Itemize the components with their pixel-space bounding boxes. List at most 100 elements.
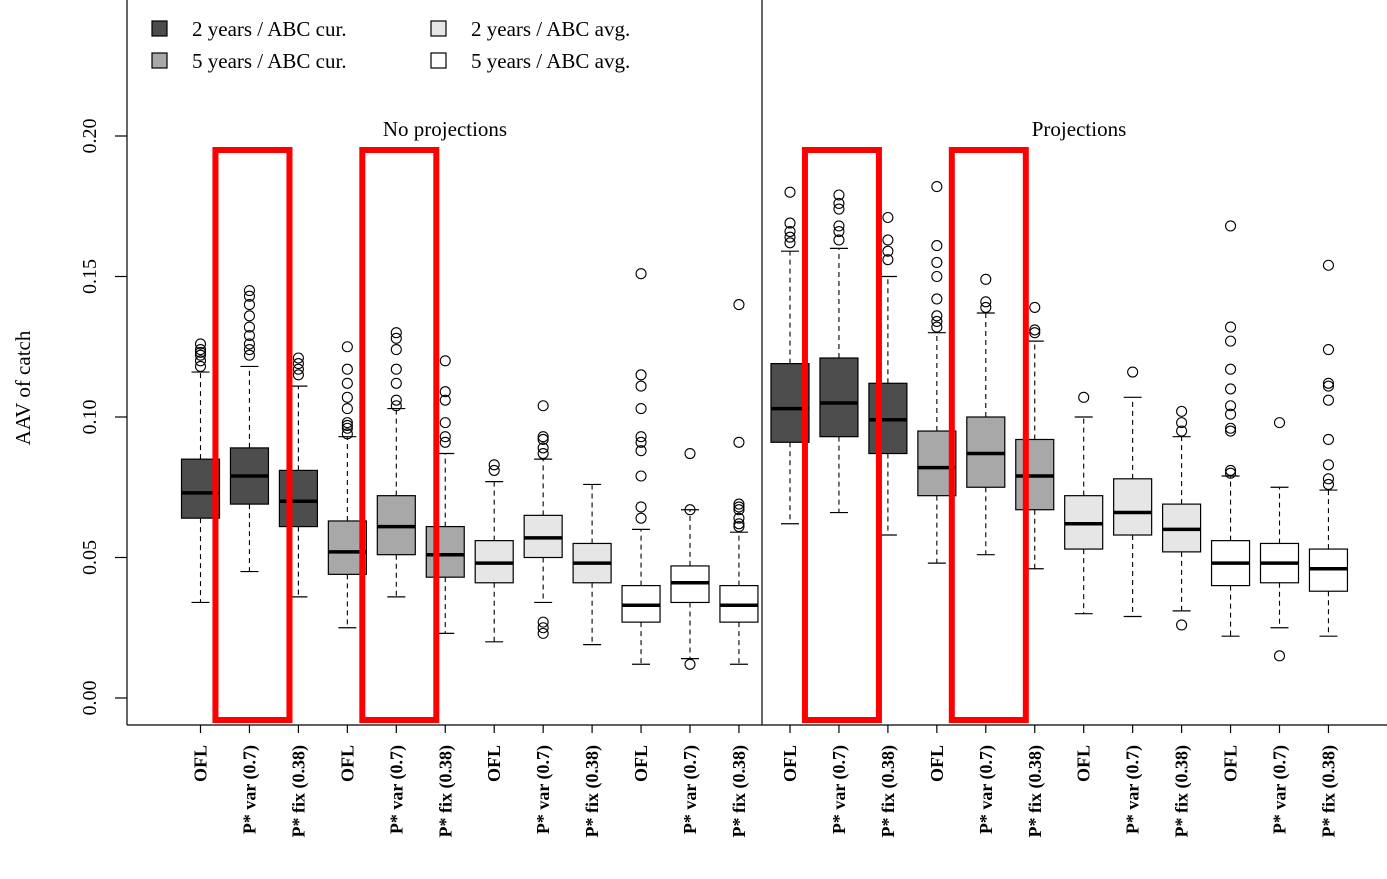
x-category-label: P* fix (0.38)	[1025, 745, 1046, 837]
x-category-label: P* var (0.7)	[680, 745, 701, 834]
x-category-label: P* var (0.7)	[533, 745, 554, 834]
outlier-point	[1127, 366, 1139, 378]
outlier-point	[439, 431, 451, 443]
outlier-point	[537, 431, 549, 443]
x-category-label: OFL	[927, 745, 947, 782]
outlier-point	[931, 293, 943, 305]
outlier-point	[980, 296, 992, 308]
outlier-point	[1225, 422, 1237, 434]
outlier-point	[684, 504, 696, 516]
outlier-point	[488, 459, 500, 471]
outlier-point	[537, 627, 549, 639]
outlier-point	[1322, 344, 1334, 356]
outlier-point	[1029, 301, 1041, 313]
outlier-point	[1322, 377, 1334, 389]
outlier-point	[390, 332, 402, 344]
outlier-point	[1225, 321, 1237, 333]
x-category-label: P* fix (0.38)	[1318, 745, 1339, 837]
outlier-point	[194, 346, 207, 358]
box-group	[474, 459, 514, 643]
outlier-point	[1225, 400, 1237, 412]
y-tick-label: 0.10	[79, 400, 101, 435]
outlier-point	[733, 504, 745, 516]
outlier-point	[684, 658, 696, 670]
box-group	[1064, 391, 1104, 615]
outlier-point	[439, 436, 451, 448]
outlier-point	[292, 352, 304, 364]
outlier-point	[635, 512, 647, 524]
outlier-point	[1322, 394, 1334, 406]
outlier-point	[537, 442, 549, 454]
box-group	[572, 483, 612, 646]
highlight-rectangle	[212, 147, 293, 723]
outlier-point	[1029, 327, 1041, 339]
outlier-point	[1225, 383, 1237, 395]
outlier-point	[635, 403, 647, 415]
outlier-point	[1322, 473, 1334, 485]
highlight-rectangle	[359, 147, 440, 723]
outlier-point	[635, 436, 647, 448]
outlier-point	[390, 327, 402, 339]
x-category-label: OFL	[1074, 745, 1094, 782]
outlier-point	[1273, 650, 1286, 662]
outlier-point	[243, 299, 255, 311]
outlier-point	[833, 225, 845, 238]
box-group	[229, 284, 270, 573]
legend-swatch	[430, 52, 447, 69]
outlier-point	[784, 225, 796, 238]
outlier-point	[439, 386, 451, 398]
plot-frame	[126, 0, 1387, 726]
outlier-point	[733, 518, 745, 530]
outlier-point	[1225, 425, 1237, 437]
outlier-point	[733, 501, 745, 513]
outlier-point	[537, 400, 549, 412]
outlier-point	[194, 355, 207, 367]
outlier-point	[341, 341, 353, 353]
y-tick-label: 0.00	[79, 681, 101, 716]
box-group	[1161, 405, 1202, 631]
box-group	[1015, 301, 1055, 570]
outlier-point	[931, 256, 943, 269]
outlier-point	[635, 268, 647, 280]
y-axis-ticks: 0.00 0.05 0.10 0.15 0.20	[79, 119, 127, 716]
outlier-point	[784, 237, 796, 249]
outlier-point	[194, 344, 207, 356]
x-axis-category-labels: OFL P* var (0.7) P* fix (0.38) OFL P* var (0…	[191, 725, 1339, 837]
outlier-point	[439, 394, 451, 406]
x-category-label: P* var (0.7)	[976, 745, 997, 834]
highlight-rectangle	[801, 147, 882, 723]
panel-label: Projections	[1032, 117, 1127, 141]
outlier-point	[733, 436, 745, 448]
box-group	[1113, 366, 1153, 618]
x-category-label: P* fix (0.38)	[435, 745, 456, 837]
outlier-point	[243, 329, 255, 342]
legend-label: 5 years / ABC cur.	[192, 49, 347, 73]
x-category-label: P* var (0.7)	[1270, 745, 1291, 834]
panel-labels: No projections Projections	[383, 117, 1126, 141]
outlier-point	[784, 217, 796, 229]
legend-label: 2 years / ABC cur.	[192, 17, 347, 41]
box-body	[425, 525, 465, 578]
outlier-point	[292, 369, 304, 381]
x-category-label: P* var (0.7)	[239, 745, 260, 834]
outlier-point	[1225, 363, 1237, 375]
outlier-point	[1322, 380, 1334, 392]
legend-label: 5 years / ABC avg.	[471, 49, 630, 73]
legend: 2 years / ABC cur. 2 years / ABC avg. 5 ye…	[151, 17, 630, 73]
legend-swatch	[151, 20, 168, 37]
outlier-point	[931, 240, 943, 252]
outlier-point	[1225, 220, 1237, 232]
outlier-point	[931, 321, 943, 333]
outlier-point	[194, 338, 207, 350]
outlier-point	[833, 203, 845, 215]
outlier-point	[537, 447, 549, 460]
outlier-point	[1078, 391, 1090, 403]
outlier-point	[1322, 259, 1334, 271]
outlier-point	[931, 315, 943, 328]
box-group	[719, 299, 759, 665]
outlier-point	[684, 447, 696, 460]
x-category-label: OFL	[631, 745, 651, 782]
box-group	[819, 189, 859, 514]
outlier-point	[537, 616, 549, 628]
box-group	[523, 400, 563, 639]
